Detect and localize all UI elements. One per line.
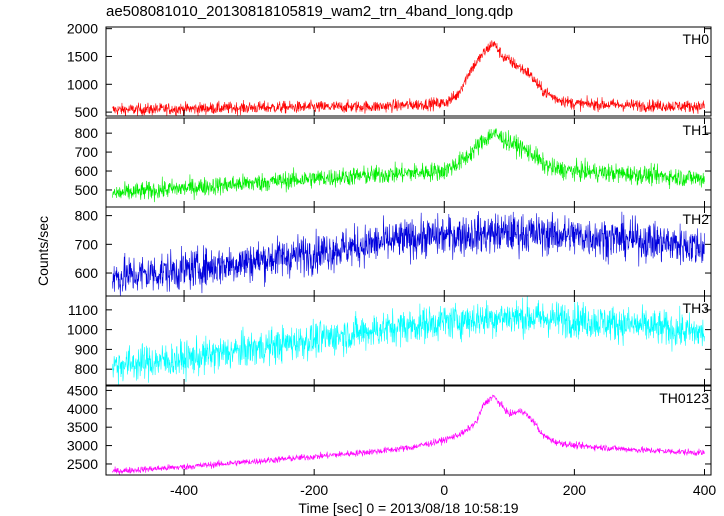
panel-frame (105, 206, 712, 297)
x-tick-label: -200 (300, 482, 328, 498)
y-tick-label: 2500 (67, 456, 98, 472)
panel-th0: 500 1000 1500 2000 TH0 (67, 21, 712, 120)
panel-frame (105, 295, 712, 386)
y-tick-label: 1500 (67, 48, 98, 64)
y-tick-label: 600 (75, 265, 99, 281)
y-tick-label: 4500 (67, 382, 98, 398)
panel-th3: 800 900 1000 1100 TH3 (67, 295, 712, 386)
y-tick-label: 900 (75, 341, 99, 357)
y-tick-label: 3000 (67, 438, 98, 454)
panel-th0123: 2500 3000 3500 4000 4500 TH0123 (67, 382, 712, 476)
panel-label: TH0123 (659, 390, 709, 406)
y-tick-label: 1000 (67, 322, 98, 338)
trace-th1 (112, 128, 705, 203)
chart-title: ae508081010_20130818105819_wam2_trn_4ban… (106, 3, 514, 20)
y-axis-title: Counts/sec (35, 216, 51, 286)
y-tick-label: 2000 (67, 21, 98, 37)
trace-th3 (112, 296, 705, 385)
panel-label: TH0 (683, 31, 710, 47)
y-tick-label: 700 (75, 236, 99, 252)
trace-th0 (112, 40, 705, 116)
y-tick-label: 1100 (68, 302, 98, 318)
x-axis-title: Time [sec] 0 = 2013/08/18 10:58:19 (298, 500, 518, 516)
y-tick-label: 1000 (67, 76, 98, 92)
y-tick-label: 4000 (67, 401, 98, 417)
x-tick-label: 200 (563, 482, 587, 498)
y-tick-label: 800 (75, 361, 99, 377)
panel-th1: 500 600 700 800 TH1 (75, 117, 712, 208)
y-tick-label: 500 (75, 182, 99, 198)
panel-label: TH1 (683, 122, 710, 138)
y-tick-label: 800 (75, 125, 99, 141)
y-tick-label: 800 (75, 208, 99, 224)
panel-label: TH3 (683, 300, 710, 316)
y-tick-label: 3500 (67, 419, 98, 435)
y-tick-label: 700 (75, 144, 99, 160)
y-tick-label: 500 (75, 104, 99, 120)
x-tick-label: -400 (170, 482, 198, 498)
panel-label: TH2 (683, 211, 710, 227)
x-tick-label: 0 (440, 482, 448, 498)
panel-th2: 600 700 800 TH2 (75, 206, 712, 297)
trace-th0123 (112, 394, 705, 475)
panel-frame (105, 26, 712, 117)
y-tick-label: 600 (75, 163, 99, 179)
x-tick-label: 400 (693, 482, 717, 498)
trace-th2 (112, 211, 705, 296)
panel-frame (105, 385, 712, 476)
